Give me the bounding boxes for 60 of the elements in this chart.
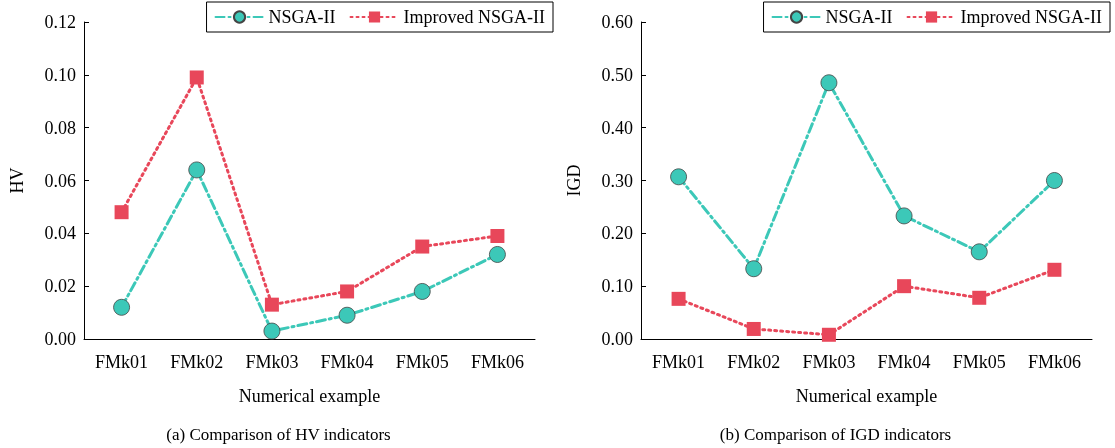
x-tick-label: FMk02 xyxy=(170,352,224,372)
x-tick-label: FMk01 xyxy=(95,352,149,372)
point xyxy=(413,283,431,300)
point xyxy=(415,239,430,254)
y-tick-label: 0.60 xyxy=(601,12,633,32)
x-tick-label: FMk05 xyxy=(395,352,449,372)
legend-label: Improved NSGA-II xyxy=(403,7,546,27)
point xyxy=(821,327,836,342)
x-tick-label: FMk03 xyxy=(802,352,856,372)
y-tick-label: 0.08 xyxy=(44,117,76,138)
point xyxy=(188,161,206,179)
point xyxy=(263,322,281,340)
x-tick-label: FMk06 xyxy=(1027,352,1081,372)
y-tick-label: 0.00 xyxy=(601,329,633,349)
y-tick-label: 0.50 xyxy=(601,64,633,85)
y-tick-label: 0.10 xyxy=(44,64,76,85)
y-tick-label: 0.02 xyxy=(44,276,76,297)
point xyxy=(114,205,129,220)
point xyxy=(820,74,838,92)
y-tick-label: 0.12 xyxy=(44,12,76,32)
point xyxy=(264,297,279,312)
legend-label: Improved NSGA-II xyxy=(960,7,1103,27)
point xyxy=(338,306,356,324)
x-tick-label: FMk04 xyxy=(320,352,374,372)
x-tick-label: FMk05 xyxy=(952,352,1006,372)
point xyxy=(1047,262,1062,277)
point xyxy=(671,291,686,306)
point xyxy=(745,260,763,278)
y-tick-label: 0.06 xyxy=(44,170,76,191)
point xyxy=(970,243,988,261)
point xyxy=(972,290,987,305)
text: (b) Comparison of IGD indicators xyxy=(719,425,952,444)
legend-label: NSGA-II xyxy=(825,7,893,27)
y-axis-title: HV xyxy=(7,167,27,194)
y-tick-label: 0.40 xyxy=(601,117,633,138)
y-tick-label: 0.30 xyxy=(601,170,633,191)
y-axis-title: IGD xyxy=(564,164,584,197)
x-tick-label: FMk01 xyxy=(652,352,706,372)
point xyxy=(490,228,505,243)
x-axis-title: Numerical example xyxy=(795,386,938,406)
point xyxy=(189,70,204,85)
point xyxy=(340,284,355,299)
y-tick-label: 0.00 xyxy=(44,329,76,349)
x-tick-label: FMk06 xyxy=(470,352,524,372)
y-tick-label: 0.04 xyxy=(44,223,76,244)
point xyxy=(1046,172,1063,189)
point xyxy=(746,321,761,336)
point xyxy=(895,207,913,225)
point xyxy=(489,246,506,263)
x-axis-title: Numerical example xyxy=(238,386,381,406)
x-tick-label: FMk02 xyxy=(727,352,781,372)
point xyxy=(897,279,912,294)
legend-label: NSGA-II xyxy=(268,7,336,27)
point xyxy=(113,298,130,316)
x-tick-label: FMk04 xyxy=(877,352,931,372)
point xyxy=(670,168,687,186)
x-tick-label: FMk03 xyxy=(245,352,299,372)
y-tick-label: 0.20 xyxy=(601,223,633,244)
text: (a) Comparison of HV indicators xyxy=(166,425,391,444)
y-tick-label: 0.10 xyxy=(601,276,633,297)
